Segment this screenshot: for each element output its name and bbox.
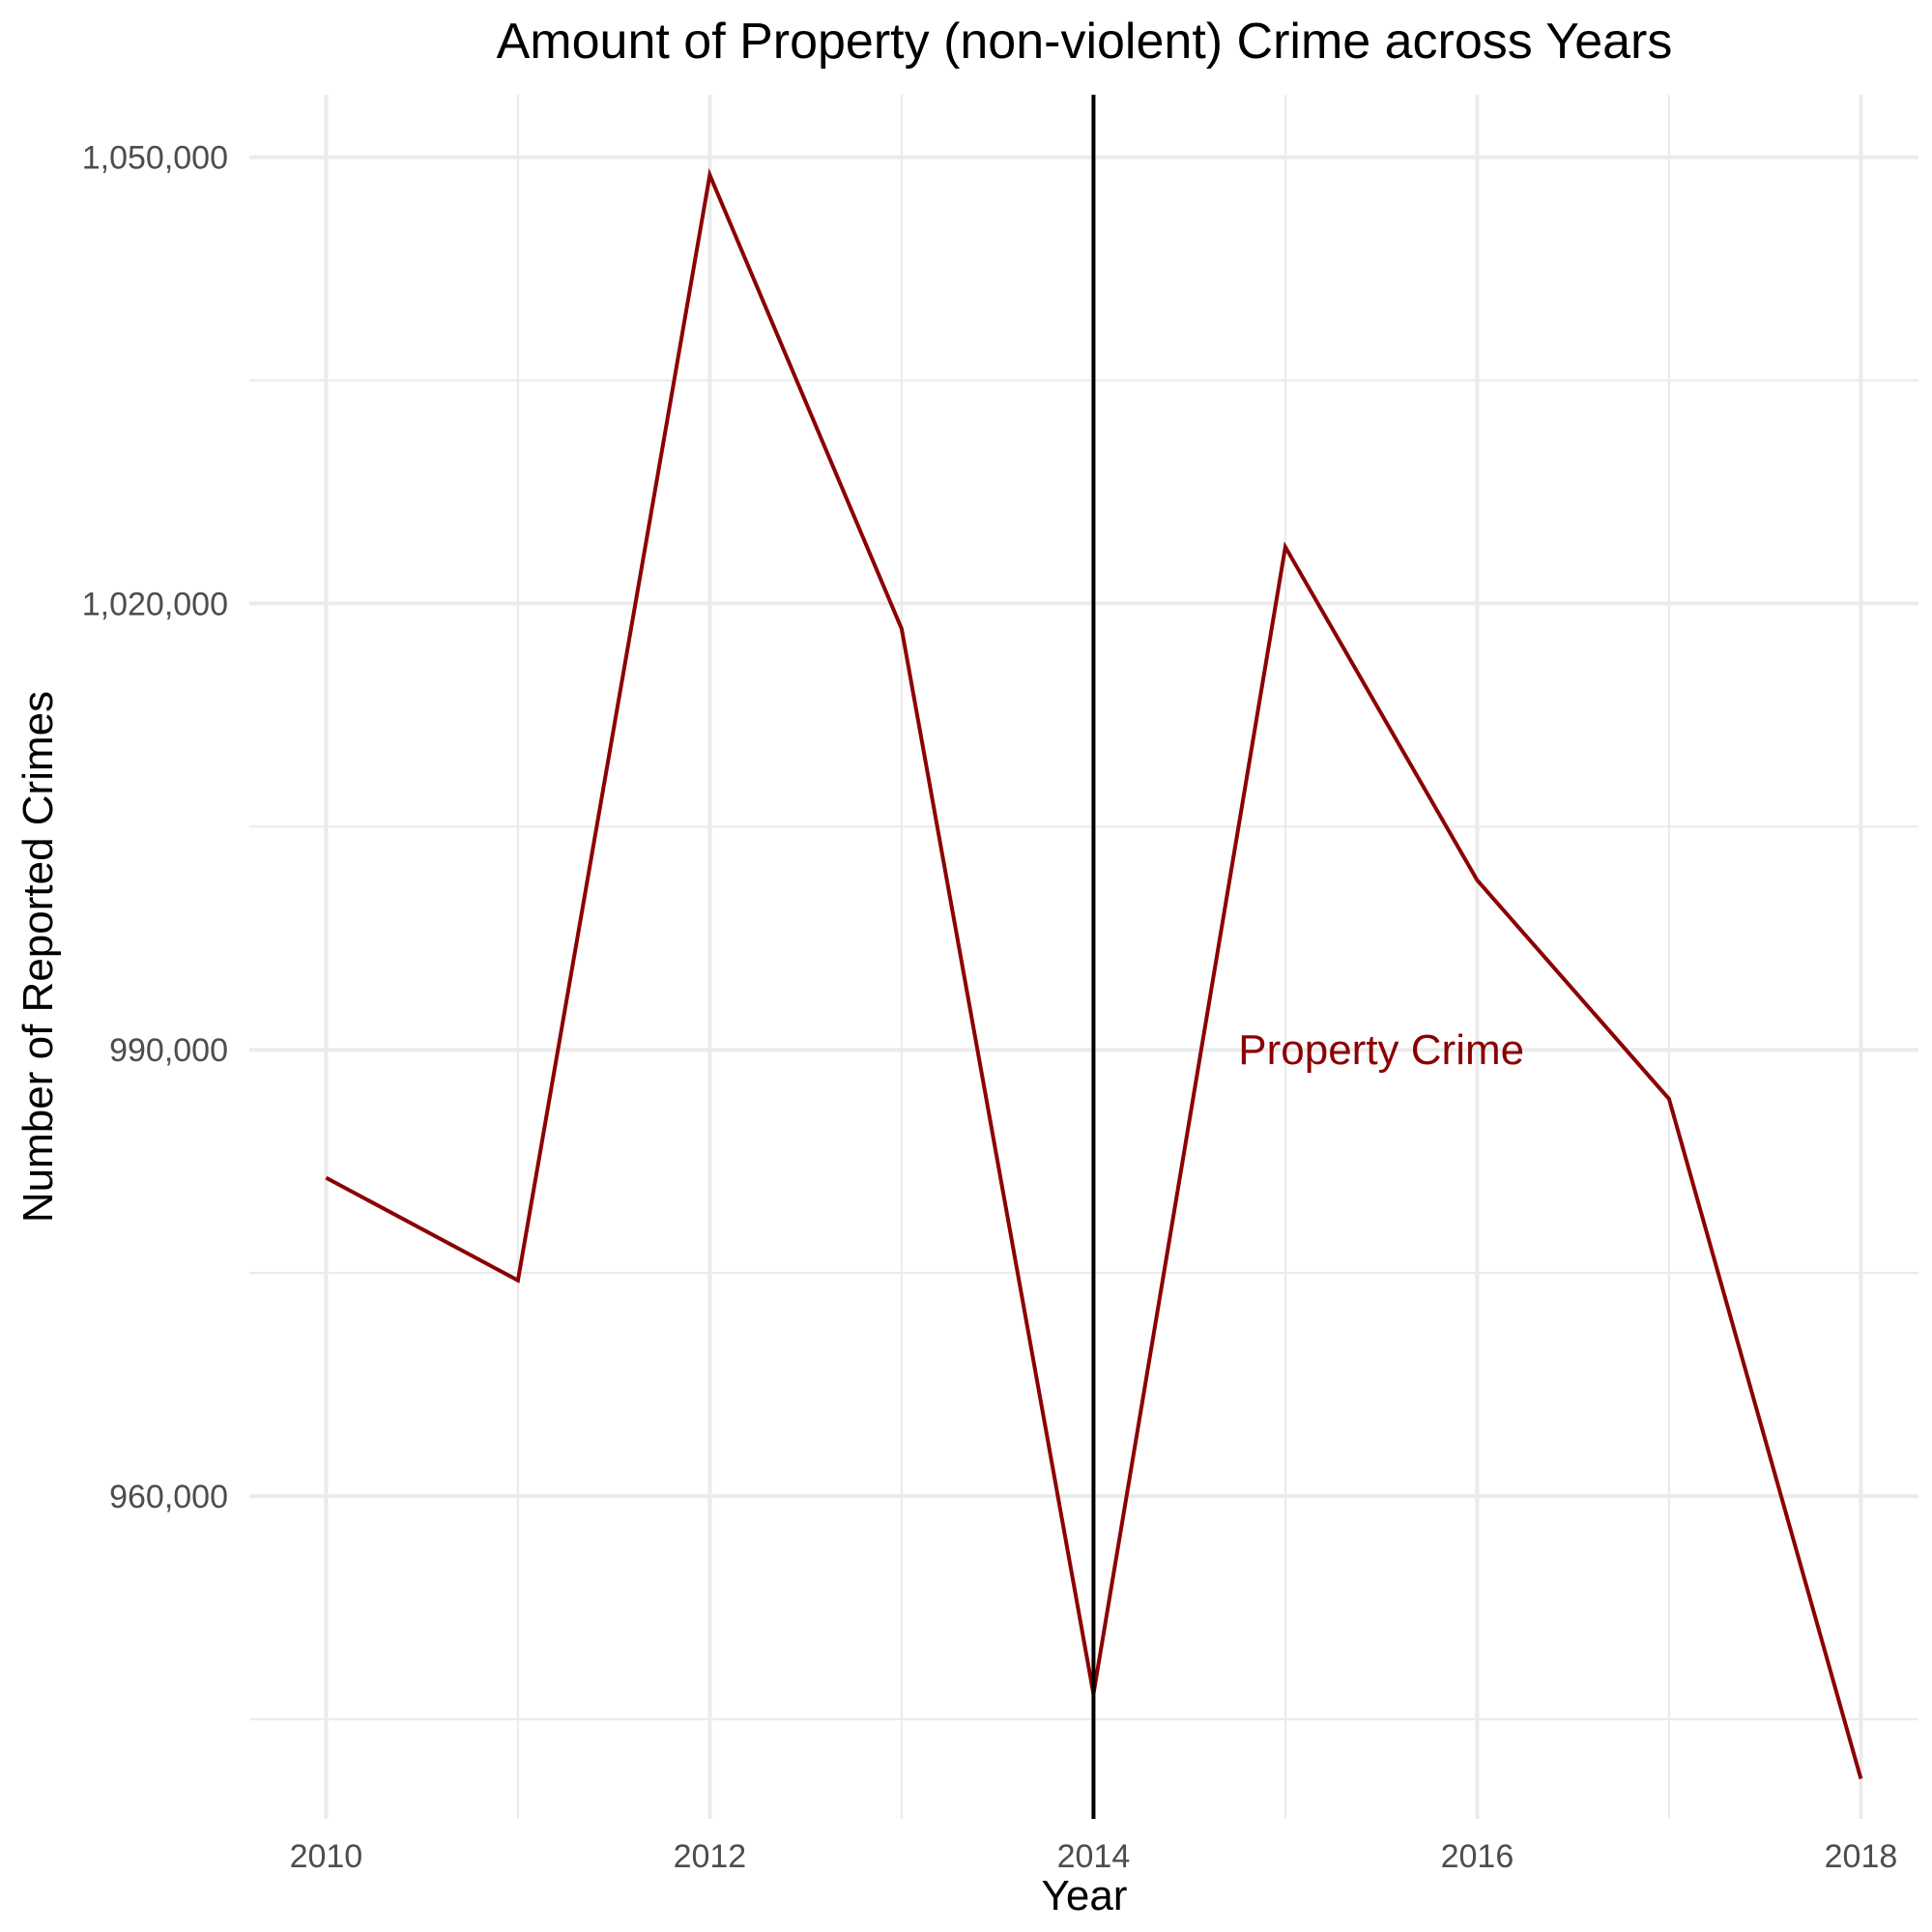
y-tick-label: 1,050,000 <box>82 140 228 177</box>
y-tick-label: 960,000 <box>109 1479 228 1515</box>
y-axis-title: Number of Reported Crimes <box>14 691 62 1223</box>
y-tick-label: 990,000 <box>109 1032 228 1069</box>
tick-labels: 2010 2012 2014 2016 2018 960,000 990,000 1,020,… <box>82 140 1898 1875</box>
x-tick-label: 2018 <box>1825 1838 1898 1875</box>
x-tick-label: 2014 <box>1057 1838 1131 1875</box>
grid <box>249 95 1918 1819</box>
y-tick-label: 1,020,000 <box>82 586 228 622</box>
x-axis-title: Year <box>1042 1872 1128 1919</box>
annotation-layer: Property Crime <box>1238 1026 1524 1074</box>
annotation-label: Property Crime <box>1238 1026 1524 1074</box>
x-tick-label: 2016 <box>1441 1838 1514 1875</box>
x-tick-label: 2012 <box>674 1838 747 1875</box>
x-tick-label: 2010 <box>290 1838 363 1875</box>
chart-title: Amount of Property (non-violent) Crime a… <box>497 14 1673 70</box>
